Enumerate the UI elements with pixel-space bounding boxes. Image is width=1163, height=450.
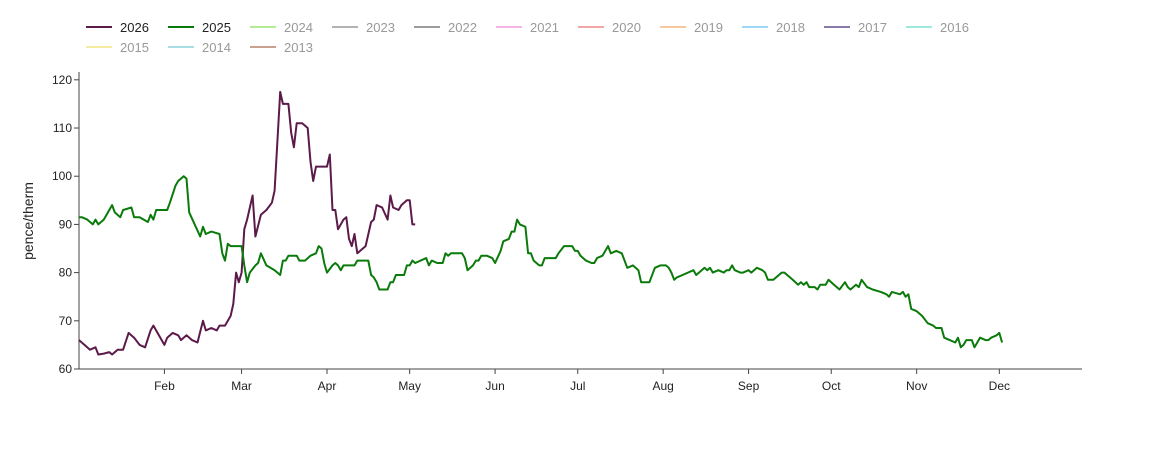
legend-label: 2019	[694, 20, 723, 35]
legend-label: 2026	[120, 20, 149, 35]
y-tick-label: 80	[59, 266, 73, 280]
series-line-2025[interactable]	[79, 175, 1004, 349]
legend-label: 2018	[776, 20, 805, 35]
legend-label: 2016	[940, 20, 969, 35]
legend-label: 2022	[448, 20, 477, 35]
y-tick-label: 110	[53, 121, 72, 135]
x-tick-label: Jun	[485, 379, 504, 393]
y-tick-label: 120	[52, 73, 72, 87]
legend-label: 2015	[120, 40, 149, 55]
x-tick-label: Jul	[570, 379, 585, 393]
x-tick-label: Dec	[989, 379, 1010, 393]
series-lines	[78, 90, 1004, 356]
legend-item-2019[interactable]: 2019	[660, 20, 723, 35]
legend-item-2013[interactable]: 2013	[250, 40, 313, 55]
y-axis-title: pence/therm	[20, 182, 36, 260]
y-tick-label: 60	[59, 362, 73, 376]
legend-item-2017[interactable]: 2017	[824, 20, 887, 35]
legend-item-2022[interactable]: 2022	[414, 20, 477, 35]
legend-item-2021[interactable]: 2021	[496, 20, 559, 35]
legend-item-2018[interactable]: 2018	[742, 20, 805, 35]
axes: pence/therm 60 70 80 90 100 110 120 Feb Mar Apr Ma…	[20, 72, 1082, 393]
legend: 2026 2025 2024 2023 2022 2021 2020 2019 2018 2017…	[86, 20, 969, 55]
x-tick-label: Nov	[906, 379, 927, 393]
legend-label: 2020	[612, 20, 641, 35]
y-tick-label: 100	[52, 169, 72, 183]
legend-label: 2025	[202, 20, 231, 35]
legend-item-2014[interactable]: 2014	[168, 40, 231, 55]
x-tick-label: Apr	[318, 379, 337, 393]
legend-label: 2023	[366, 20, 395, 35]
x-tick-label: Sep	[738, 379, 760, 393]
legend-item-2020[interactable]: 2020	[578, 20, 641, 35]
y-tick-label: 70	[59, 314, 73, 328]
legend-label: 2024	[284, 20, 313, 35]
legend-item-2015[interactable]: 2015	[86, 40, 149, 55]
legend-label: 2014	[202, 40, 231, 55]
y-tick-label: 90	[59, 217, 73, 231]
legend-label: 2017	[858, 20, 887, 35]
legend-item-2026[interactable]: 2026	[86, 20, 149, 35]
x-tick-label: Oct	[822, 379, 841, 393]
x-tick-label: Feb	[154, 379, 175, 393]
x-tick-label: Mar	[231, 379, 252, 393]
legend-label: 2013	[284, 40, 313, 55]
series-line-2026[interactable]	[78, 90, 416, 356]
legend-item-2023[interactable]: 2023	[332, 20, 395, 35]
legend-item-2016[interactable]: 2016	[906, 20, 969, 35]
x-tick-label: May	[398, 379, 421, 393]
legend-item-2025[interactable]: 2025	[168, 20, 231, 35]
x-tick-label: Aug	[652, 379, 673, 393]
legend-item-2024[interactable]: 2024	[250, 20, 313, 35]
legend-label: 2021	[530, 20, 559, 35]
